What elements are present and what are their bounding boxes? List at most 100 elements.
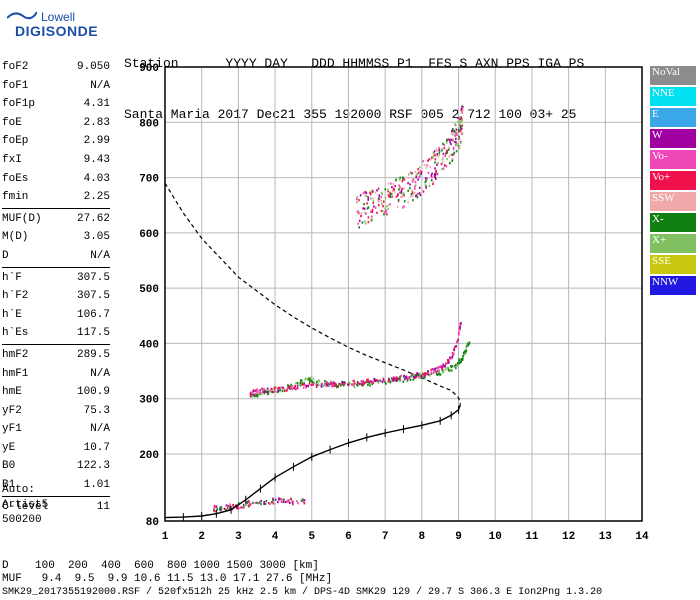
echo-point [361,383,363,386]
echo-point [395,177,398,180]
echo-point [402,193,404,196]
echo-point [463,351,465,354]
echo-point [414,184,417,187]
echo-point [366,195,369,198]
echo-point [426,177,428,180]
echo-point [397,193,399,196]
echo-point [424,184,427,187]
echo-point [434,154,436,157]
echo-point [450,356,453,360]
echo-point [445,152,447,155]
echo-point [444,154,446,158]
echo-point [457,145,460,148]
echo-point [370,380,373,383]
param-label: h`E [2,308,22,321]
echo-point [412,192,414,195]
param-row: h`F 307.5 [2,269,110,288]
echo-point [439,373,442,376]
autoscaling-info: Auto: Artist5 500200 [2,483,48,528]
echo-point [303,499,306,502]
param-row: hmE 100.9 [2,383,110,402]
echo-point [239,506,242,509]
echo-point [444,368,447,371]
echo-point [452,148,455,151]
echo-point [229,505,231,508]
echo-point [458,145,461,148]
echo-point [427,373,429,376]
param-row: yF2 75.3 [2,402,110,421]
echo-point [356,381,359,384]
x-tick-label: 4 [272,531,279,543]
echo-point [295,387,298,390]
legend-item-x-: X- [650,213,696,232]
echo-point [367,221,370,224]
echo-point [455,142,457,145]
param-value: 4.03 [83,172,110,185]
echo-point [343,384,345,387]
echo-point [433,175,436,178]
echo-point [438,151,441,154]
echo-point [270,388,272,391]
echo-point [446,158,448,161]
echo-point [364,194,367,197]
echo-point [370,210,372,213]
echo-point [443,165,446,168]
echo-point [402,177,404,180]
echo-point [330,385,333,388]
echo-point [397,377,399,380]
echo-point [421,372,424,375]
echo-point [391,195,393,198]
echo-point [429,165,432,169]
param-row: h`E 106.7 [2,306,110,325]
echo-point [378,204,380,207]
echo-point [368,380,371,383]
echo-point [409,183,411,186]
ionospheric-parameters: foF2 9.050 foF1 N/A foF1p 4.31 foE 2.83 foEp 2.99… [2,58,110,516]
echo-point [390,192,393,196]
echo-point [356,198,358,201]
legend-item-nne: NNE [650,87,696,106]
echo-point [459,361,462,364]
echo-point [459,141,462,144]
echo-point [316,384,318,387]
echo-point [353,379,356,382]
echo-point [455,363,457,366]
echo-point [432,368,434,371]
param-row: C-level 11 [2,498,110,517]
param-row: fmin 2.25 [2,188,110,207]
param-label: hmF1 [2,367,29,380]
echo-point [361,221,364,224]
echo-point [400,195,402,199]
param-label: foE [2,116,22,129]
echo-point [425,372,427,375]
echo-point [265,500,268,503]
legend-item-w: W [650,129,696,148]
echo-point [388,195,390,198]
echo-point [254,501,257,505]
echo-point [354,382,356,385]
echo-point [251,391,253,395]
echo-point [380,195,383,199]
echo-point [385,382,387,385]
echo-point [283,387,285,390]
echo-point [359,194,362,197]
param-label: yF2 [2,404,22,417]
echo-point [389,195,392,199]
echo-point [245,503,247,506]
echo-point [387,380,390,383]
echo-point [415,376,417,379]
echo-point [302,383,304,386]
echo-point [289,387,291,390]
echo-point [382,200,385,203]
echo-point [264,502,267,506]
param-label: fxI [2,153,22,166]
polarization-legend: NoVal NNE E W Vo- Vo+ SSW X- X+ SSE NNW [650,66,696,297]
echo-point [373,377,375,381]
echo-point [441,366,443,369]
echo-point [435,148,437,151]
param-row: foEp 2.99 [2,132,110,151]
echo-point [294,384,296,387]
echo-point [252,389,255,392]
echo-point [436,149,438,152]
echo-point [290,498,292,501]
